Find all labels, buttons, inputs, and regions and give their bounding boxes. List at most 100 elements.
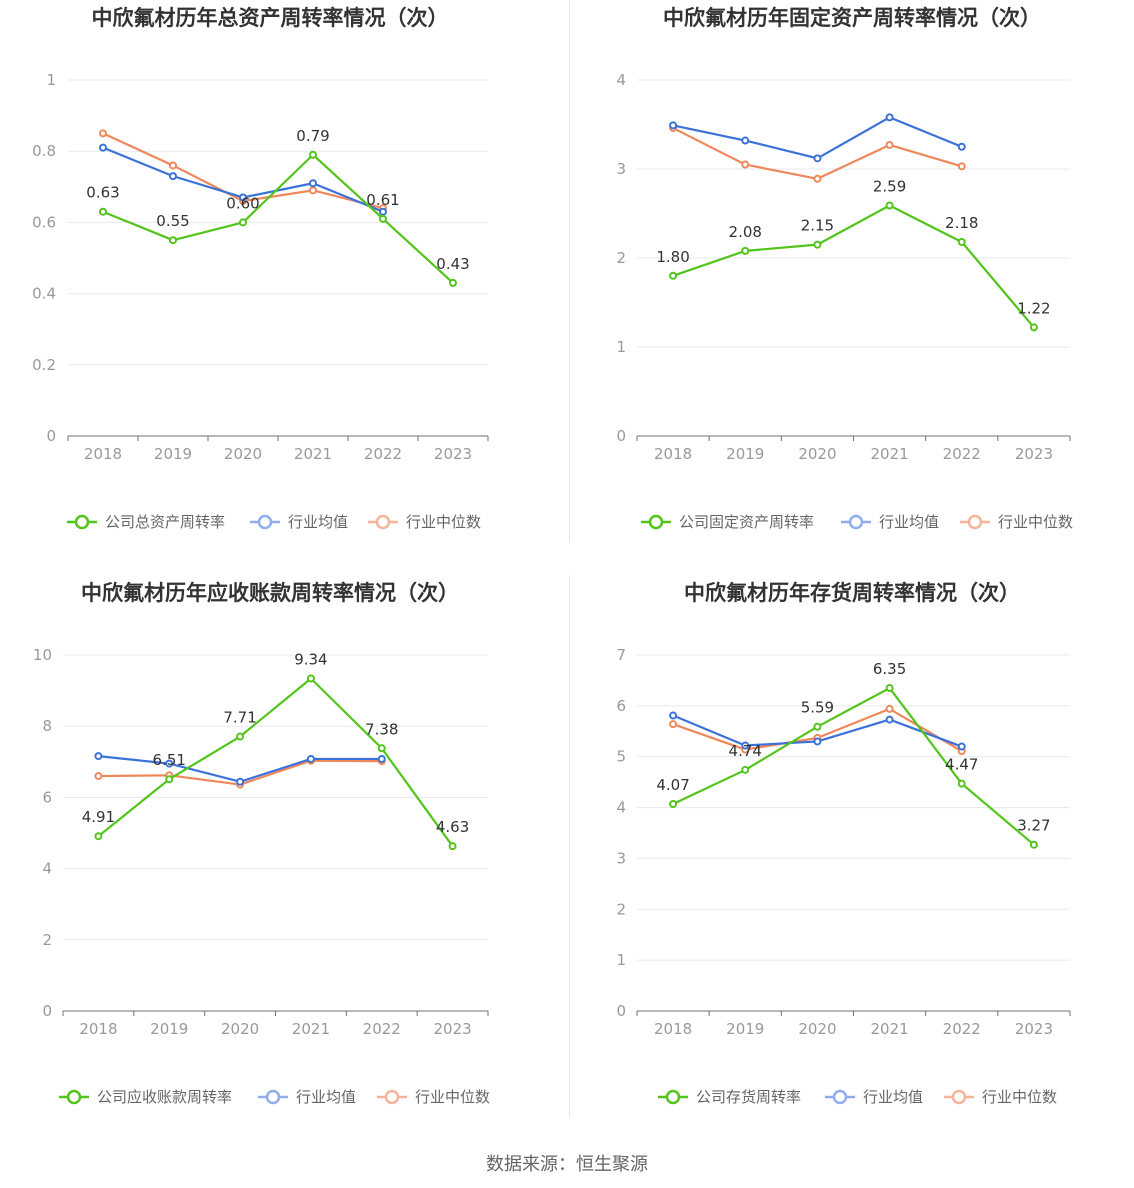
y-tick-label: 1 (616, 338, 626, 356)
chart-panel-inventory-turnover: 中欣氟材历年存货周转率情况（次） 0 1 2 3 4 5 6 7 2018 2019 2020 2021… (567, 575, 1134, 1150)
x-tick-label: 2019 (150, 1020, 188, 1038)
legend-item-label: 行业均值 (296, 1088, 356, 1106)
legend-swatch-marker (257, 514, 273, 530)
data-point-1 (165, 759, 174, 768)
data-label: 4.91 (82, 808, 115, 826)
legend-item-label: 行业均值 (879, 513, 939, 531)
data-point-1 (236, 777, 245, 786)
data-point-0 (957, 237, 966, 246)
y-tick-label: 3 (616, 849, 626, 867)
y-tick-label: 5 (616, 748, 626, 766)
chart-svg: 中欣氟材历年总资产周转率情况（次） 0 0.2 0.4 0.6 0.8 1 2018 2019 2… (32, 6, 489, 531)
data-label: 0.60 (226, 194, 259, 212)
y-tick-label: 4 (42, 860, 52, 878)
data-point-0 (169, 236, 177, 245)
data-point-0 (239, 218, 247, 227)
data-point-0 (885, 684, 894, 693)
x-tick-label: 2019 (726, 1020, 764, 1038)
x-tick-label: 2018 (654, 445, 692, 463)
y-tick-label: 0 (616, 427, 626, 445)
data-point-0 (306, 674, 315, 683)
data-point-0 (99, 207, 107, 216)
data-label: 2.18 (945, 214, 978, 232)
y-tick-label: 0.6 (32, 213, 56, 231)
data-label: 0.79 (296, 127, 329, 145)
legend-swatch-marker (265, 1089, 281, 1105)
y-tick-label: 6 (616, 697, 626, 715)
data-point-1 (309, 179, 317, 188)
chart-panel-total-asset-turnover: 中欣氟材历年总资产周转率情况（次） 0 0.2 0.4 0.6 0.8 1 2018 2019 2… (0, 0, 567, 575)
data-point-0 (741, 765, 750, 774)
y-tick-label: 7 (616, 646, 626, 664)
data-label: 6.35 (873, 660, 906, 678)
x-tick-label: 2021 (294, 445, 332, 463)
data-label: 5.59 (801, 699, 834, 717)
y-tick-label: 8 (42, 717, 52, 735)
chart-panel-receivables-turnover: 中欣氟材历年应收账款周转率情况（次） 0 2 4 6 8 10 2018 2019 2020 202… (0, 575, 567, 1150)
legend-swatch-marker (832, 1089, 848, 1105)
data-label: 1.22 (1017, 299, 1050, 317)
y-tick-label: 4 (616, 799, 626, 817)
x-tick-label: 2020 (224, 445, 262, 463)
x-tick-label: 2022 (363, 1020, 401, 1038)
legend-item-label: 行业中位数 (998, 513, 1073, 531)
legend-swatch-marker (66, 1089, 82, 1105)
x-tick-label: 2022 (943, 445, 981, 463)
data-point-1 (813, 737, 822, 746)
data-point-1 (377, 754, 386, 763)
chart-panel-fixed-asset-turnover: 中欣氟材历年固定资产周转率情况（次） 0 1 2 3 4 2018 2019 2020 2021 2… (567, 0, 1134, 575)
data-label: 0.63 (86, 184, 119, 202)
data-point-2 (99, 129, 107, 138)
series-line-1 (672, 116, 963, 160)
series-line-0 (672, 204, 1035, 329)
chart-svg: 中欣氟材历年应收账款周转率情况（次） 0 2 4 6 8 10 2018 2019 2020 202… (33, 581, 490, 1106)
data-point-1 (813, 154, 822, 163)
legend-swatch-marker (648, 514, 664, 530)
legend-item-label: 行业中位数 (406, 513, 481, 531)
data-label: 2.15 (801, 217, 834, 235)
legend-swatch-marker (848, 514, 864, 530)
x-tick-label: 2023 (1015, 1020, 1053, 1038)
data-point-1 (99, 143, 107, 152)
x-tick-label: 2021 (292, 1020, 330, 1038)
x-tick-label: 2022 (943, 1020, 981, 1038)
series-line-0 (102, 153, 454, 284)
y-tick-label: 2 (616, 249, 626, 267)
data-point-2 (669, 720, 678, 729)
chart-title: 中欣氟材历年应收账款周转率情况（次） (81, 581, 459, 605)
legend-item-label: 公司应收账款周转率 (97, 1088, 232, 1106)
data-label: 0.61 (366, 191, 399, 209)
chart-title: 中欣氟材历年存货周转率情况（次） (684, 581, 1020, 605)
legend-item-label: 行业均值 (863, 1088, 923, 1106)
data-point-0 (448, 842, 457, 851)
chart-svg: 中欣氟材历年存货周转率情况（次） 0 1 2 3 4 5 6 7 2018 2019 2020 2021… (616, 581, 1071, 1106)
chart-svg: 中欣氟材历年固定资产周转率情况（次） 0 1 2 3 4 2018 2019 2020 2021 2… (616, 6, 1073, 531)
data-point-1 (239, 193, 247, 202)
x-tick-label: 2021 (870, 445, 908, 463)
data-point-1 (669, 711, 678, 720)
panel-divider-bottom (569, 575, 570, 1117)
x-tick-label: 2018 (654, 1020, 692, 1038)
chart-title: 中欣氟材历年固定资产周转率情况（次） (663, 6, 1041, 30)
x-tick-label: 2023 (433, 1020, 471, 1038)
data-label: 3.27 (1017, 817, 1050, 835)
data-point-0 (309, 150, 317, 159)
x-tick-label: 2019 (726, 445, 764, 463)
data-point-2 (813, 174, 822, 183)
legend-swatch-marker (967, 514, 983, 530)
data-point-0 (957, 779, 966, 788)
data-point-0 (236, 732, 245, 741)
panel-divider-top (569, 0, 570, 542)
data-point-1 (741, 741, 750, 750)
data-point-1 (957, 742, 966, 751)
data-point-2 (309, 186, 317, 195)
data-label: 2.59 (873, 177, 906, 195)
data-label: 4.07 (656, 776, 689, 794)
data-point-1 (94, 752, 103, 761)
y-tick-label: 0.2 (32, 356, 56, 374)
data-point-0 (449, 278, 457, 287)
data-point-0 (813, 722, 822, 731)
legend-item-label: 行业均值 (288, 513, 348, 531)
y-tick-label: 10 (33, 646, 52, 664)
data-label: 1.80 (656, 248, 689, 266)
